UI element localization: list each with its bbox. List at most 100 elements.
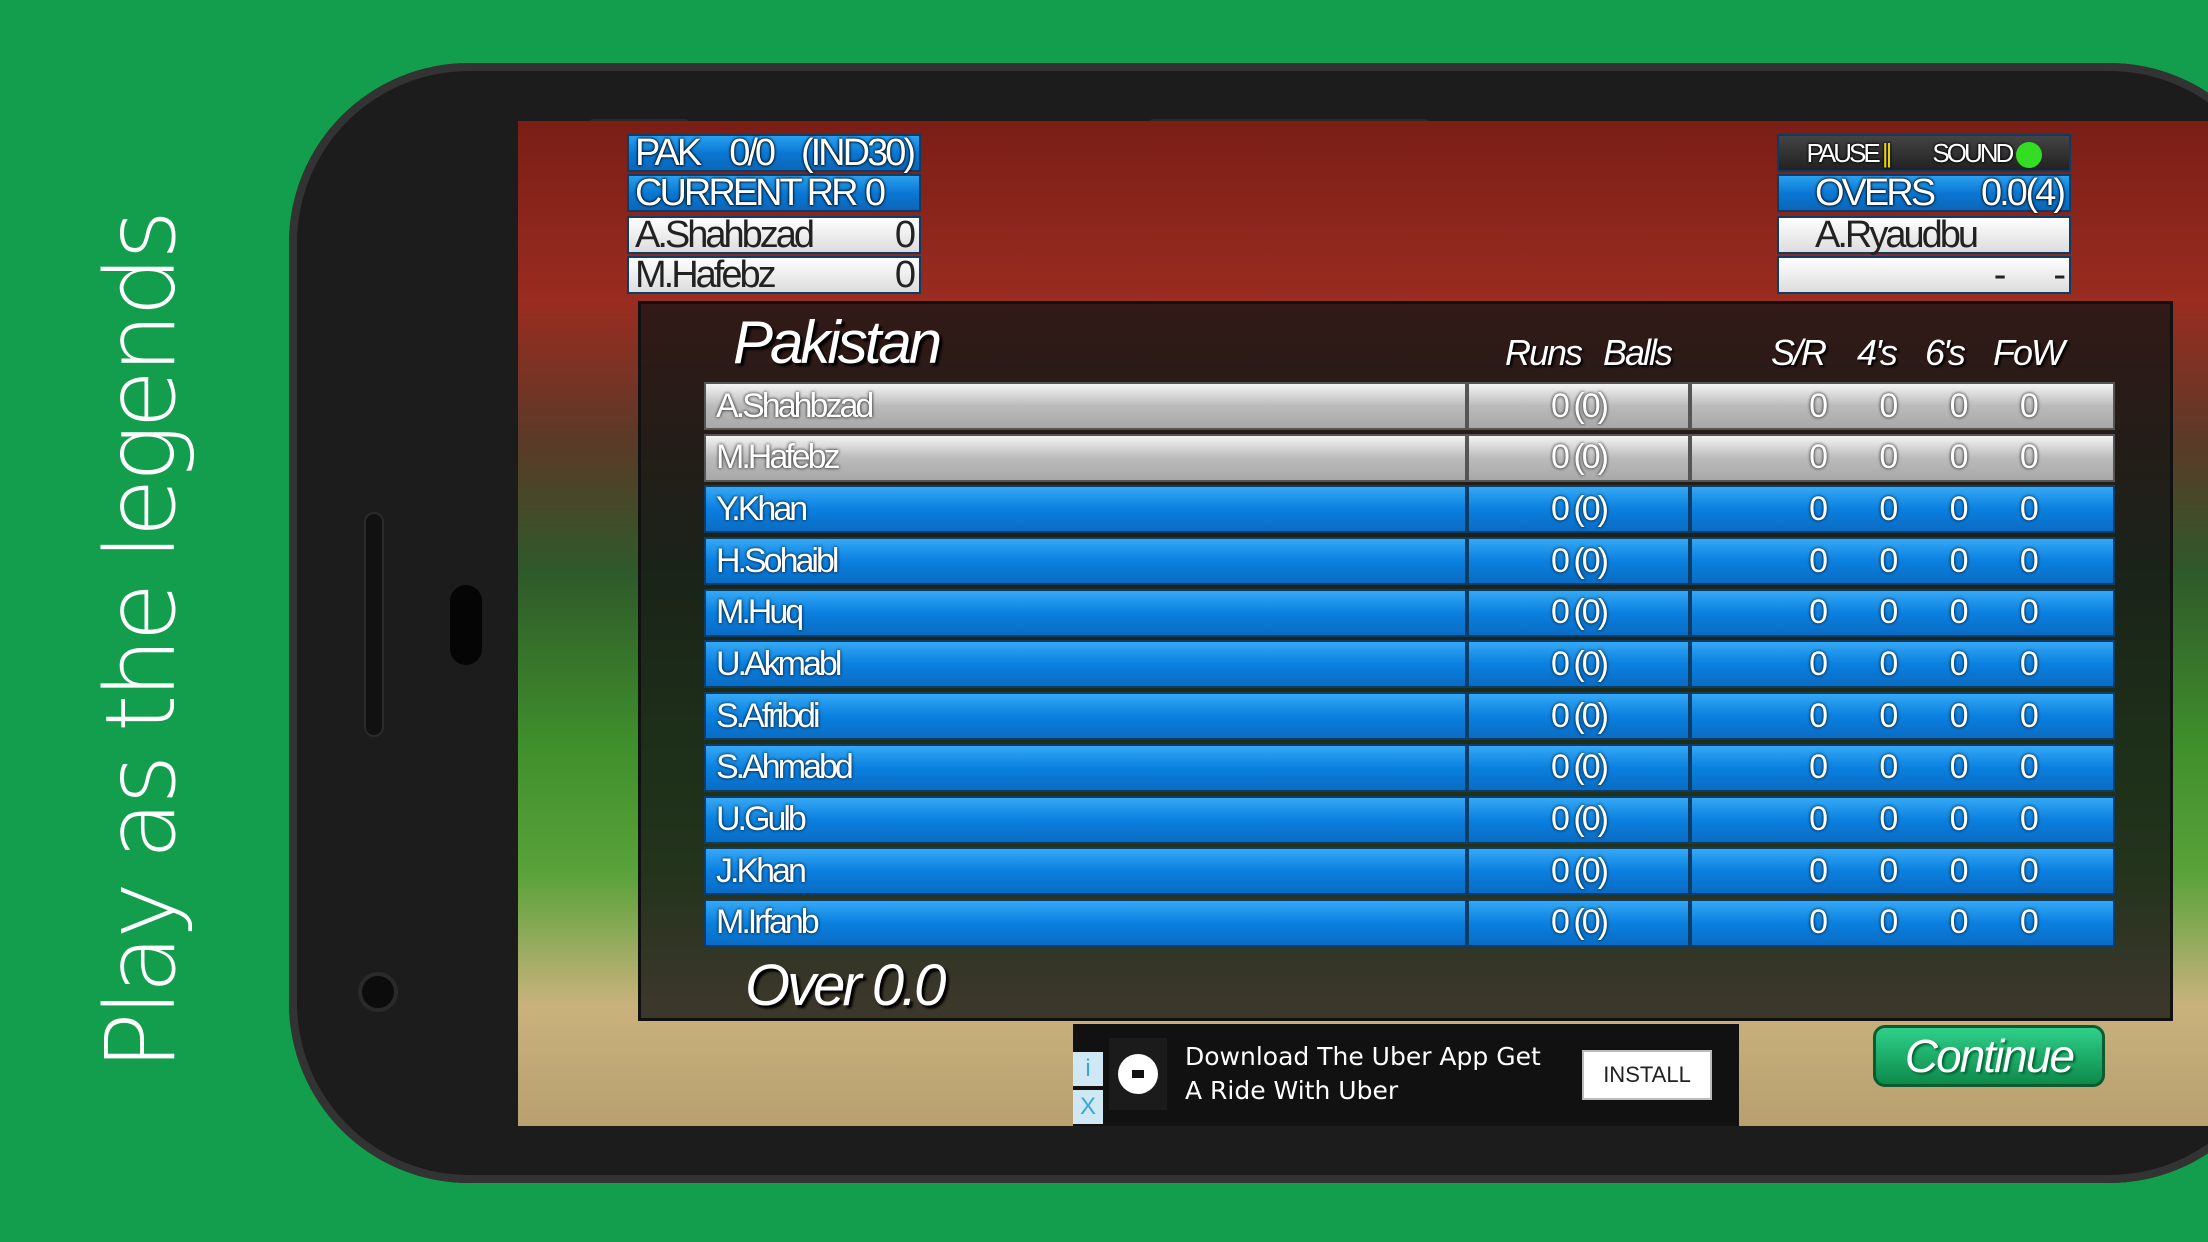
install-button[interactable]: INSTALL	[1582, 1050, 1712, 1100]
player-row: A.Shahbzad 0 (0) 0 0 0 0	[704, 382, 2115, 430]
team-score: 0/0	[729, 131, 776, 174]
pause-button[interactable]: PAUSE ||	[1806, 137, 1892, 169]
sound-label: SOUND	[1932, 137, 2014, 168]
runs-balls: 0 (0)	[1467, 588, 1690, 637]
runs-balls: 0 (0)	[1467, 382, 1690, 430]
player-stats: 0 0 0 0	[1690, 485, 2115, 534]
strike-rate: 0	[1809, 541, 1828, 580]
runs-balls: 0 (0)	[1467, 898, 1690, 947]
fow: 0	[2019, 851, 2039, 890]
pause-label: PAUSE	[1806, 137, 1880, 168]
sixes: 0	[1949, 748, 1969, 787]
fow: 0	[2019, 748, 2039, 787]
fours: 0	[1879, 438, 1898, 477]
fours: 0	[1879, 851, 1898, 890]
batsman-name: A.Shahbzad	[635, 213, 815, 256]
fours: 0	[1879, 593, 1898, 632]
player-row: S.Ahmabd 0 (0) 0 0 0 0	[704, 743, 2115, 792]
fours: 0	[1879, 903, 1898, 942]
player-name: J.Khan	[704, 847, 1467, 896]
player-name: H.Sohaibl	[704, 537, 1467, 586]
batsman-bar: M.Hafebz 0	[627, 253, 921, 296]
fours: 0	[1879, 696, 1898, 735]
ad-close-icon[interactable]: X	[1073, 1090, 1103, 1124]
player-row: H.Sohaibl 0 (0) 0 0 0 0	[704, 537, 2115, 586]
fow: 0	[2019, 438, 2039, 477]
sixes: 0	[1949, 696, 1969, 735]
strike-rate: 0	[1809, 438, 1828, 477]
strike-rate: 0	[1809, 800, 1828, 838]
overs-value: 0.0	[1981, 171, 2028, 214]
runs-balls: 0 (0)	[1467, 692, 1690, 741]
continue-button[interactable]: Continue	[1873, 1025, 2105, 1087]
scorecard-title: Pakistan	[733, 309, 942, 376]
ad-info-icon[interactable]: i	[1073, 1052, 1103, 1086]
strike-rate: 0	[1809, 489, 1828, 528]
header-runs: Runs	[1505, 332, 1583, 373]
runs-balls: 0 (0)	[1467, 847, 1690, 896]
strike-rate: 0	[1809, 696, 1828, 735]
header-sixes: 6's	[1925, 332, 1966, 373]
player-name: U.Akmabl	[704, 640, 1467, 689]
sound-on-icon	[2015, 141, 2042, 168]
strike-rate: 0	[1809, 903, 1828, 942]
runs-balls: 0 (0)	[1467, 485, 1690, 534]
player-name: M.Irfanb	[704, 898, 1467, 947]
fours: 0	[1879, 386, 1898, 425]
phone-camera	[358, 972, 398, 1012]
over-display: Over 0.0	[745, 953, 946, 1018]
player-stats: 0 0 0 0	[1690, 640, 2115, 689]
strike-rate: 0	[1809, 386, 1828, 425]
strike-rate: 0	[1809, 593, 1828, 632]
player-stats: 0 0 0 0	[1690, 537, 2115, 586]
ad-text: Download The Uber App Get A Ride With Ub…	[1185, 1042, 1541, 1105]
player-name: Y.Khan	[704, 485, 1467, 534]
sixes: 0	[1949, 903, 1969, 942]
fow: 0	[2019, 903, 2039, 942]
player-stats: 0 0 0 0	[1690, 588, 2115, 637]
player-name: S.Afribdi	[704, 692, 1467, 741]
runs-balls: 0 (0)	[1467, 537, 1690, 586]
player-row: S.Afribdi 0 (0) 0 0 0 0	[704, 692, 2115, 741]
fow: 0	[2019, 541, 2039, 580]
batsman-name: M.Hafebz	[635, 253, 777, 296]
player-row: M.Irfanb 0 (0) 0 0 0 0	[704, 898, 2115, 947]
bowler-stat: -	[2053, 253, 2066, 296]
player-row: U.Gulb 0 (0) 0 0 0 0	[704, 795, 2115, 844]
team-code: PAK	[635, 131, 702, 174]
player-stats: 0 0 0 0	[1690, 847, 2115, 896]
strike-rate: 0	[1809, 644, 1828, 683]
header-balls: Balls	[1603, 332, 1673, 373]
runs-balls: 0 (0)	[1467, 433, 1690, 482]
tagline: Play as the legends	[85, 213, 197, 1071]
runs-balls: 0 (0)	[1467, 743, 1690, 792]
game-screen: PAK 0/0 (IND30) CURRENT RR 0 A.Shahbzad …	[518, 121, 2208, 1126]
bowler-stat: -	[1993, 253, 2007, 296]
fow: 0	[2019, 696, 2039, 735]
phone-speaker	[364, 512, 384, 737]
runs-balls: 0 (0)	[1467, 640, 1690, 689]
player-stats: 0 0 0 0	[1690, 898, 2115, 947]
runs-balls: 0 (0)	[1467, 795, 1690, 844]
player-stats: 0 0 0 0	[1690, 692, 2115, 741]
fours: 0	[1879, 541, 1898, 580]
player-row: J.Khan 0 (0) 0 0 0 0	[704, 847, 2115, 896]
ad-banner[interactable]: i X Download The Uber App Get A Ride Wit…	[1073, 1024, 1739, 1126]
sound-toggle[interactable]: SOUND	[1932, 137, 2042, 169]
target: (IND30)	[800, 131, 916, 174]
run-rate-bar: CURRENT RR 0	[627, 172, 921, 214]
strike-rate: 0	[1809, 748, 1828, 787]
header-fow: FoW	[1993, 332, 2065, 373]
sixes: 0	[1949, 593, 1969, 632]
batsman-runs: 0	[894, 253, 916, 296]
pause-icon: ||	[1881, 137, 1892, 168]
sixes: 0	[1949, 800, 1969, 838]
player-stats: 0 0 0 0	[1690, 795, 2115, 844]
controls-bar: PAUSE || SOUND	[1777, 134, 2071, 172]
bowler-bar: A.Ryaudbu	[1777, 214, 2071, 256]
sixes: 0	[1949, 644, 1969, 683]
sixes: 0	[1949, 541, 1969, 580]
overs-bar: OVERS 0.0 (4)	[1777, 171, 2071, 214]
batsman-bar: A.Shahbzad 0	[627, 213, 921, 256]
over-label: Over	[745, 953, 862, 1018]
